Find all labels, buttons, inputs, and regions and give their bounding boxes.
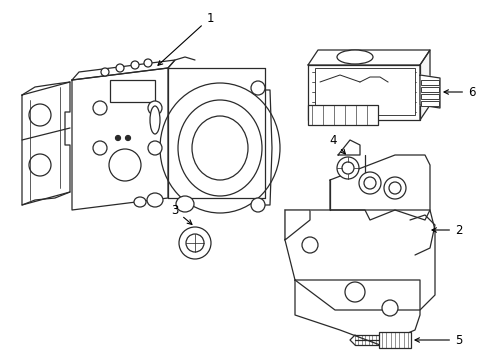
Polygon shape xyxy=(72,68,168,210)
Circle shape xyxy=(384,177,406,199)
Bar xyxy=(421,87,439,92)
Circle shape xyxy=(251,198,265,212)
Circle shape xyxy=(186,234,204,252)
Text: 3: 3 xyxy=(172,203,192,224)
Polygon shape xyxy=(285,210,435,310)
Polygon shape xyxy=(420,50,430,120)
Text: 5: 5 xyxy=(415,333,463,346)
Circle shape xyxy=(116,135,121,140)
Text: 4: 4 xyxy=(329,134,345,154)
Circle shape xyxy=(109,149,141,181)
Text: 6: 6 xyxy=(444,85,475,99)
Bar xyxy=(308,105,378,125)
Circle shape xyxy=(179,227,211,259)
Circle shape xyxy=(389,182,401,194)
Circle shape xyxy=(93,141,107,155)
Circle shape xyxy=(148,141,162,155)
Ellipse shape xyxy=(150,106,160,134)
Polygon shape xyxy=(338,140,360,155)
Circle shape xyxy=(148,101,162,115)
Circle shape xyxy=(251,81,265,95)
Polygon shape xyxy=(22,82,70,205)
Bar xyxy=(315,68,415,115)
Circle shape xyxy=(131,61,139,69)
Bar xyxy=(110,80,155,102)
Ellipse shape xyxy=(176,196,194,212)
Polygon shape xyxy=(420,75,440,108)
Circle shape xyxy=(359,172,381,194)
Circle shape xyxy=(345,282,365,302)
Polygon shape xyxy=(295,280,420,345)
Circle shape xyxy=(364,177,376,189)
Ellipse shape xyxy=(147,193,163,207)
Circle shape xyxy=(101,68,109,76)
Ellipse shape xyxy=(337,50,373,64)
Bar xyxy=(421,94,439,99)
Polygon shape xyxy=(308,50,430,65)
Polygon shape xyxy=(285,210,310,240)
Ellipse shape xyxy=(134,197,146,207)
Circle shape xyxy=(342,162,354,174)
Circle shape xyxy=(337,157,359,179)
Circle shape xyxy=(382,300,398,316)
Text: 2: 2 xyxy=(432,224,463,237)
Circle shape xyxy=(29,154,51,176)
Bar xyxy=(379,332,411,348)
Bar xyxy=(421,80,439,85)
Circle shape xyxy=(93,101,107,115)
Text: 1: 1 xyxy=(158,12,214,65)
Bar xyxy=(421,101,439,106)
Ellipse shape xyxy=(192,116,248,180)
Circle shape xyxy=(29,104,51,126)
Circle shape xyxy=(144,59,152,67)
Polygon shape xyxy=(330,155,430,220)
Circle shape xyxy=(125,135,130,140)
Polygon shape xyxy=(308,65,420,120)
Polygon shape xyxy=(72,60,175,80)
Circle shape xyxy=(302,237,318,253)
Circle shape xyxy=(116,64,124,72)
Ellipse shape xyxy=(178,100,262,196)
Ellipse shape xyxy=(160,83,280,213)
